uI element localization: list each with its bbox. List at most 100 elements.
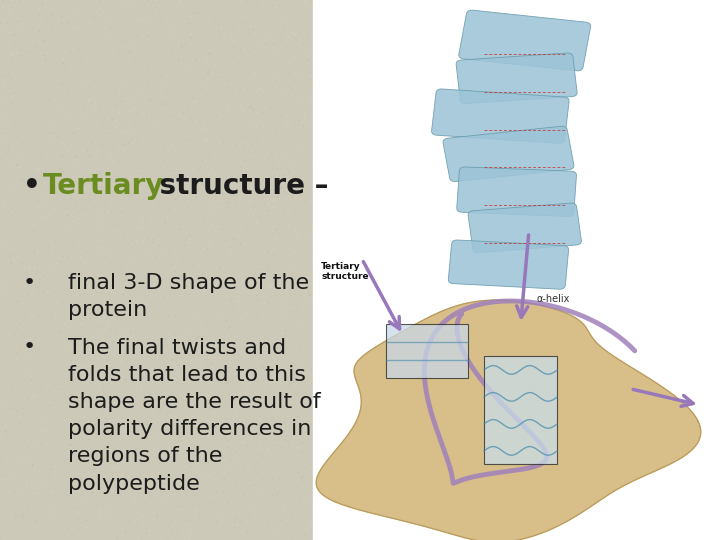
Point [604, 497, 616, 506]
Point [194, 312, 206, 321]
Text: •: • [23, 273, 36, 293]
Point [685, 156, 697, 164]
Point [53, 382, 65, 391]
Point [429, 185, 441, 193]
Point [357, 69, 369, 77]
Point [195, 469, 207, 478]
Point [211, 204, 222, 212]
Point [81, 253, 92, 261]
Point [54, 420, 66, 428]
Point [225, 125, 236, 134]
Point [35, 413, 47, 421]
Point [91, 93, 103, 102]
Point [157, 369, 168, 378]
Point [6, 55, 18, 64]
Point [318, 247, 329, 255]
Point [282, 309, 294, 318]
Point [71, 504, 82, 513]
Point [476, 455, 487, 464]
Point [225, 456, 237, 464]
Point [524, 52, 536, 61]
Point [506, 290, 518, 299]
Point [585, 143, 597, 151]
Point [148, 119, 159, 127]
Point [300, 166, 312, 175]
Point [527, 496, 539, 505]
Point [474, 317, 485, 326]
Point [143, 526, 155, 535]
Point [59, 110, 71, 118]
Point [228, 407, 239, 416]
Point [697, 270, 708, 279]
Point [348, 175, 359, 184]
Point [418, 403, 429, 411]
Point [661, 170, 672, 178]
Point [224, 338, 235, 347]
Point [578, 242, 590, 251]
Point [233, 284, 244, 293]
Point [431, 367, 443, 376]
Point [97, 151, 109, 160]
Point [268, 36, 279, 45]
Point [27, 260, 38, 269]
Point [296, 137, 307, 145]
Point [305, 520, 316, 529]
Point [688, 208, 700, 217]
Point [0, 479, 9, 488]
Point [362, 238, 374, 246]
Point [706, 497, 717, 506]
Point [266, 264, 277, 273]
Point [289, 419, 301, 428]
Point [222, 55, 233, 64]
Point [163, 218, 175, 227]
Point [405, 161, 416, 170]
Point [14, 509, 25, 518]
Point [675, 493, 686, 502]
Point [10, 26, 22, 35]
Point [661, 200, 672, 208]
Point [363, 119, 374, 127]
Bar [313, 0, 720, 540]
Point [426, 421, 438, 430]
Point [347, 524, 359, 532]
Point [8, 161, 19, 170]
Point [431, 201, 443, 210]
Point [80, 490, 91, 498]
Point [307, 233, 319, 242]
Point [569, 460, 580, 468]
Point [482, 17, 494, 26]
Point [610, 434, 621, 443]
Point [276, 220, 287, 228]
Point [613, 219, 625, 227]
Point [292, 219, 303, 228]
Point [180, 402, 192, 411]
Point [119, 426, 130, 435]
Point [597, 136, 608, 145]
Point [234, 493, 246, 502]
Point [272, 282, 284, 291]
Point [210, 428, 222, 436]
Point [99, 482, 111, 490]
Point [431, 6, 443, 15]
Point [426, 134, 437, 143]
Point [599, 438, 611, 447]
Point [590, 428, 602, 436]
Point [277, 290, 289, 299]
Point [158, 232, 169, 241]
Point [51, 39, 63, 48]
Point [35, 239, 47, 247]
Point [405, 218, 416, 226]
Point [65, 49, 76, 57]
Point [689, 477, 701, 486]
Point [173, 87, 184, 96]
Point [286, 0, 297, 7]
Point [711, 41, 720, 50]
Point [685, 176, 697, 184]
Point [245, 293, 256, 302]
Point [424, 32, 436, 41]
Point [225, 295, 236, 304]
Point [348, 3, 359, 11]
Point [662, 24, 673, 33]
Point [197, 163, 208, 172]
Point [50, 253, 62, 261]
